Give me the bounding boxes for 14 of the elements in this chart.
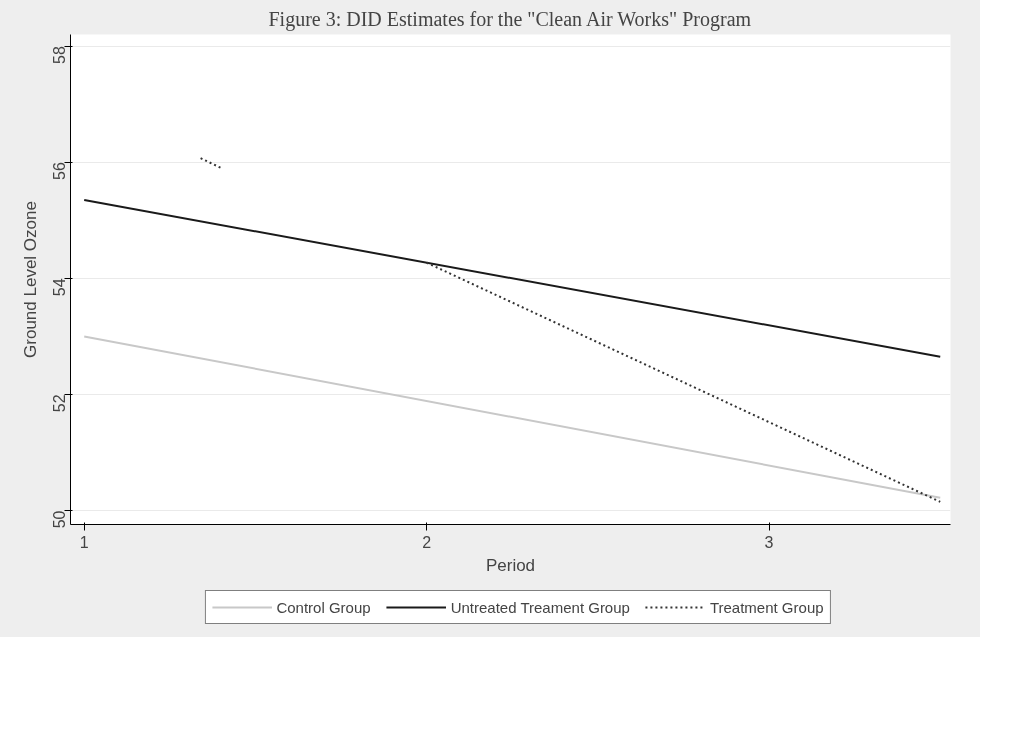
y-tick-label: 58: [51, 46, 69, 64]
y-tick-label: 52: [51, 394, 69, 413]
x-axis-title: Period: [485, 555, 536, 575]
legend-label: Treatment Group: [709, 598, 824, 616]
y-tick-label: 50: [51, 510, 69, 529]
chart-title: Figure 3: DID Estimates for the "Clean Air Works" Program: [268, 7, 752, 31]
legend-label: Untreated Treament Group: [450, 598, 630, 616]
y-axis-title: Ground Level Ozone: [20, 201, 40, 358]
x-tick-label: 1: [79, 533, 89, 551]
y-tick-label: 54: [51, 278, 69, 297]
x-tick-label: 2: [422, 533, 432, 551]
y-tick-label: 56: [51, 162, 69, 181]
x-tick-label: 3: [764, 533, 774, 551]
legend-label: Control Group: [276, 598, 371, 616]
